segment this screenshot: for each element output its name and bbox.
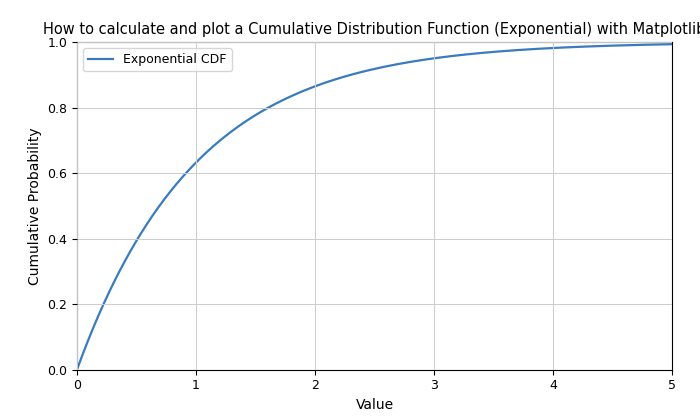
Exponential CDF <box>668 42 676 47</box>
Exponential CDF <box>73 367 81 372</box>
X-axis label: Value: Value <box>356 398 393 412</box>
Exponential CDF <box>547 45 556 50</box>
Line: Exponential CDF: Exponential CDF <box>77 44 672 370</box>
Exponential CDF <box>482 50 490 55</box>
Exponential CDF <box>335 76 343 81</box>
Title: How to calculate and plot a Cumulative Distribution Function (Exponential) with : How to calculate and plot a Cumulative D… <box>43 22 700 37</box>
Legend: Exponential CDF: Exponential CDF <box>83 48 232 71</box>
Exponential CDF <box>314 83 322 88</box>
Y-axis label: Cumulative Probability: Cumulative Probability <box>28 127 42 285</box>
Exponential CDF <box>537 46 545 51</box>
Exponential CDF <box>134 236 142 241</box>
